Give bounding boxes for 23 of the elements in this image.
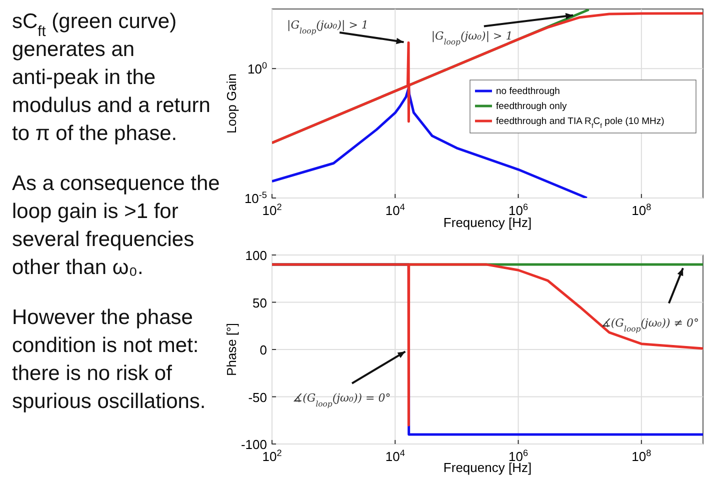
x-tick-label: 10$^{8}$ (632, 202, 652, 218)
y-tick-label: 0 (260, 342, 267, 358)
legend-label: no feedthrough (496, 86, 560, 97)
y-tick-label: 50 (252, 295, 267, 310)
annotation: ∡(G$_{loop}$(jω₀)) ≠ 0° (600, 316, 699, 333)
annotation: ∡(G$_{loop}$(jω₀)) = 0° (292, 392, 391, 408)
x-tick-label: 10$^{4}$ (385, 448, 405, 464)
x-tick-label: 10$^{4}$ (385, 202, 405, 218)
x-tick-label: 10$^{6}$ (508, 202, 528, 218)
annotation: |G$_{loop}$(jω₀)| > 1 (431, 30, 513, 46)
x-tick-label: 10$^{8}$ (632, 448, 652, 464)
text: However the phase condition is not met: there is no risk of spurious oscillations. (12, 306, 206, 413)
text: sC$_{ft}$ (green curve) generates an anti-peak in the modulus and a return to π of the phase. (12, 10, 210, 145)
y-axis-title: Phase [°] (224, 323, 239, 376)
text: As a consequence the loop gain is >1 for several frequencies other than ω₀. (12, 172, 220, 279)
y-tick-label: 10$^{0}$ (247, 60, 267, 77)
legend-label: feedthrough and TIA R$_{f}$C$_{f}$ pole (10 MHz) (496, 116, 664, 130)
legend-label: feedthrough only (496, 101, 568, 112)
y-tick-label: -50 (248, 390, 267, 405)
y-tick-label: 100 (245, 248, 267, 263)
annotation: |G$_{loop}$(jω₀)| > 1 (286, 18, 368, 36)
y-axis-title: Loop Gain (224, 74, 239, 134)
x-axis-title: Frequency [Hz] (443, 215, 532, 230)
